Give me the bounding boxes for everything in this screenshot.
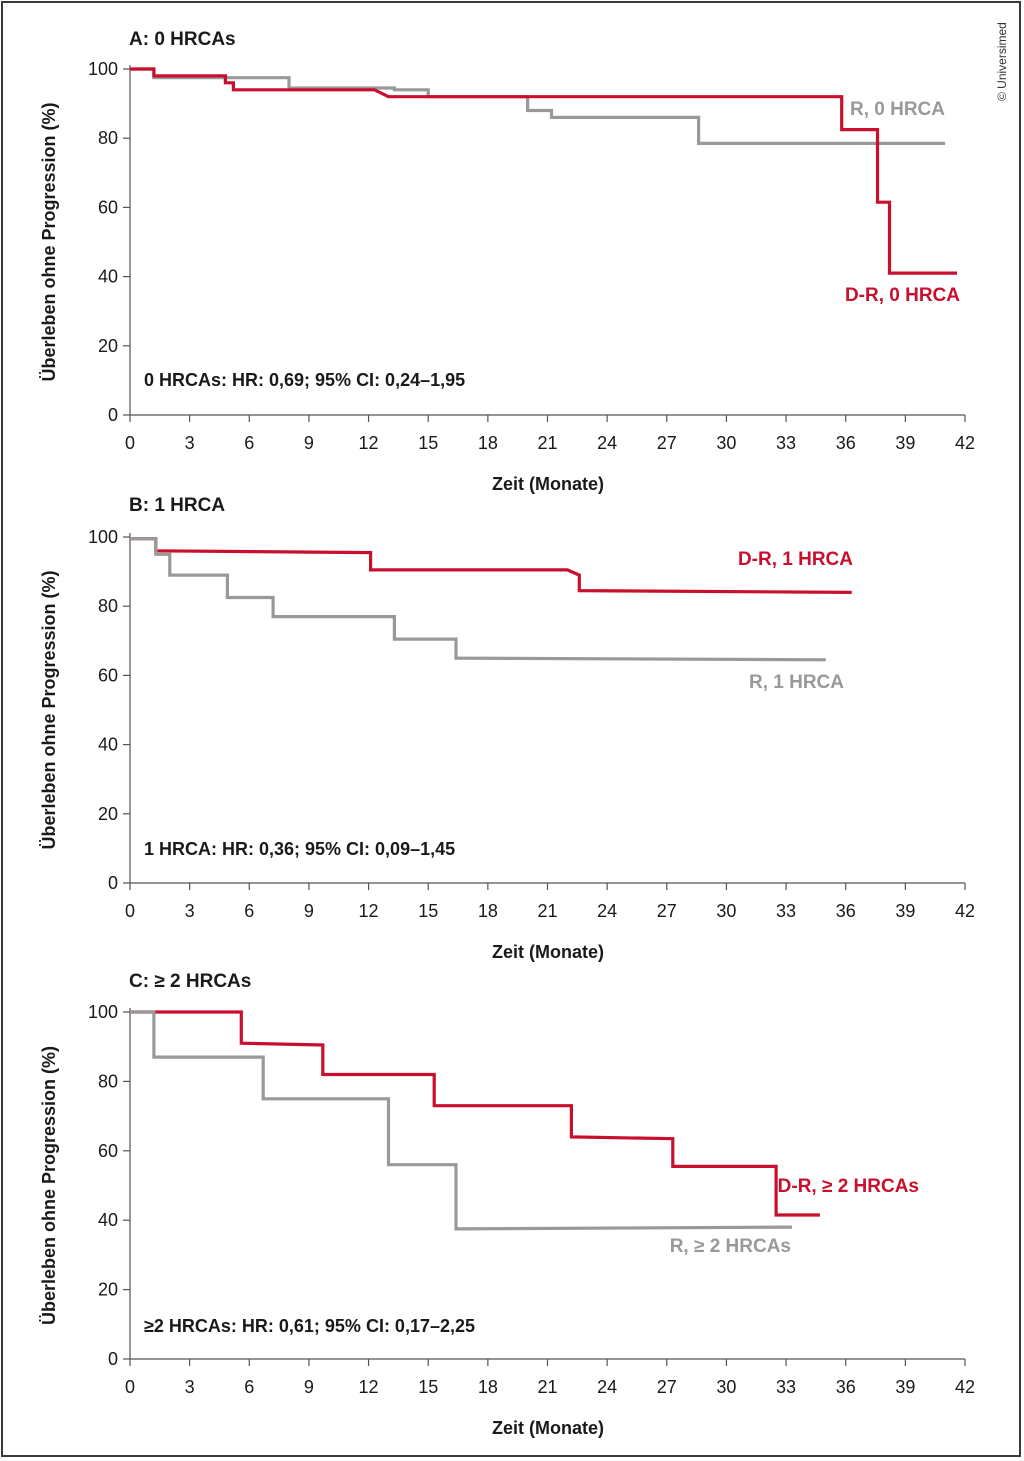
x-tick-label: 24 <box>597 433 617 453</box>
x-tick-label: 0 <box>125 901 135 921</box>
y-tick-label: 80 <box>98 128 118 148</box>
y-tick-label: 60 <box>98 665 118 685</box>
x-tick-label: 9 <box>304 1377 314 1397</box>
y-tick-label: 100 <box>88 1002 118 1022</box>
panel-title: A: 0 HRCAs <box>129 29 236 50</box>
panel-title: C: ≥ 2 HRCAs <box>129 971 251 992</box>
x-tick-label: 39 <box>895 433 915 453</box>
x-tick-label: 9 <box>304 901 314 921</box>
x-tick-label: 33 <box>776 433 796 453</box>
x-tick-label: 15 <box>418 1377 438 1397</box>
y-tick-label: 80 <box>98 1071 118 1091</box>
x-axis-label: Zeit (Monate) <box>492 474 604 494</box>
x-tick-label: 36 <box>836 901 856 921</box>
x-tick-label: 15 <box>418 433 438 453</box>
x-tick-label: 24 <box>597 1377 617 1397</box>
x-tick-label: 42 <box>955 901 975 921</box>
x-tick-label: 18 <box>478 901 498 921</box>
x-tick-label: 30 <box>716 433 736 453</box>
x-tick-label: 30 <box>716 1377 736 1397</box>
x-tick-label: 42 <box>955 1377 975 1397</box>
x-tick-label: 39 <box>895 901 915 921</box>
survival-curve-r-1-hrca <box>130 537 826 662</box>
x-axis-label: Zeit (Monate) <box>492 1418 604 1438</box>
y-tick-label: 40 <box>98 267 118 287</box>
x-tick-label: 24 <box>597 901 617 921</box>
y-tick-label: 40 <box>98 1210 118 1230</box>
x-tick-label: 27 <box>657 1377 677 1397</box>
x-tick-label: 27 <box>657 433 677 453</box>
x-tick-label: 6 <box>244 901 254 921</box>
x-axis-label: Zeit (Monate) <box>492 942 604 962</box>
series-label-d-r-0-hrca: D-R, 0 HRCA <box>845 285 960 306</box>
x-tick-label: 12 <box>359 901 379 921</box>
y-axis-label: Überleben ohne Progression (%) <box>39 570 59 849</box>
y-tick-label: 100 <box>88 59 118 79</box>
y-tick-label: 20 <box>98 804 118 824</box>
y-tick-label: 60 <box>98 1141 118 1161</box>
hazard-ratio-annotation: 1 HRCA: HR: 0,36; 95% CI: 0,09–1,45 <box>144 839 455 859</box>
y-tick-label: 60 <box>98 197 118 217</box>
y-tick-label: 100 <box>88 527 118 547</box>
x-tick-label: 33 <box>776 1377 796 1397</box>
y-tick-label: 0 <box>108 1349 118 1369</box>
series-label-d-r-2-hrcas: D-R, ≥ 2 HRCAs <box>778 1176 919 1197</box>
y-tick-label: 80 <box>98 596 118 616</box>
survival-curve-r-0-hrca <box>130 67 946 145</box>
x-tick-label: 36 <box>836 1377 856 1397</box>
x-tick-label: 12 <box>359 433 379 453</box>
x-tick-label: 27 <box>657 901 677 921</box>
x-tick-label: 42 <box>955 433 975 453</box>
series-label-r-2-hrcas: R, ≥ 2 HRCAs <box>670 1236 791 1257</box>
x-tick-label: 21 <box>537 901 557 921</box>
y-tick-label: 20 <box>98 336 118 356</box>
survival-curve-d-r-2-hrcas <box>130 1010 820 1217</box>
x-tick-label: 12 <box>359 1377 379 1397</box>
x-tick-label: 18 <box>478 433 498 453</box>
series-label-r-1-hrca: R, 1 HRCA <box>749 672 844 693</box>
x-tick-label: 18 <box>478 1377 498 1397</box>
x-tick-label: 15 <box>418 901 438 921</box>
survival-curve-r-2-hrcas <box>130 1010 793 1231</box>
y-axis-label: Überleben ohne Progression (%) <box>39 1046 59 1325</box>
series-label-d-r-1-hrca: D-R, 1 HRCA <box>738 549 853 570</box>
x-tick-label: 3 <box>185 901 195 921</box>
x-tick-label: 30 <box>716 901 736 921</box>
copyright-notice: © Universimed <box>995 22 1009 101</box>
survival-curve-d-r-0-hrca <box>130 67 957 275</box>
x-tick-label: 0 <box>125 1377 135 1397</box>
x-tick-label: 6 <box>244 1377 254 1397</box>
panel-title: B: 1 HRCA <box>129 495 225 516</box>
hazard-ratio-annotation: ≥2 HRCAs: HR: 0,61; 95% CI: 0,17–2,25 <box>144 1316 475 1336</box>
x-tick-label: 9 <box>304 433 314 453</box>
x-tick-label: 6 <box>244 433 254 453</box>
hazard-ratio-annotation: 0 HRCAs: HR: 0,69; 95% CI: 0,24–1,95 <box>144 370 465 390</box>
x-tick-label: 3 <box>185 433 195 453</box>
x-tick-label: 33 <box>776 901 796 921</box>
x-tick-label: 39 <box>895 1377 915 1397</box>
y-axis-label: Überleben ohne Progression (%) <box>39 102 59 381</box>
series-label-r-0-hrca: R, 0 HRCA <box>850 99 945 120</box>
y-tick-label: 0 <box>108 873 118 893</box>
y-tick-label: 0 <box>108 405 118 425</box>
x-tick-label: 36 <box>836 433 856 453</box>
y-tick-label: 20 <box>98 1280 118 1300</box>
x-tick-label: 21 <box>537 1377 557 1397</box>
y-tick-label: 40 <box>98 735 118 755</box>
x-tick-label: 21 <box>537 433 557 453</box>
x-tick-label: 0 <box>125 433 135 453</box>
x-tick-label: 3 <box>185 1377 195 1397</box>
